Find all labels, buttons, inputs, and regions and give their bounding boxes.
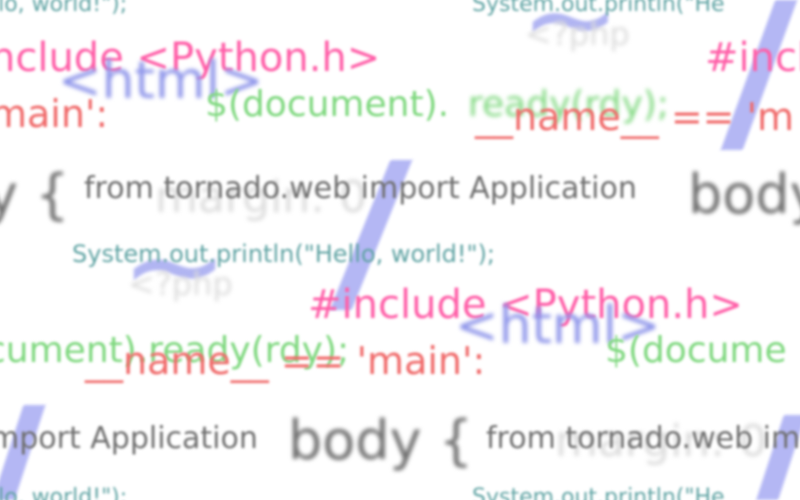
code-snippet-body-right: body [688, 163, 800, 226]
tilde-decoration: ~ [120, 189, 229, 341]
code-snippet-name-2: __name__ == 'main': [85, 339, 486, 383]
code-snippet-document-2: $(docume [605, 330, 787, 371]
code-snippet-html-2: <html> [455, 296, 661, 356]
code-snippet-body-mid: body { [288, 409, 474, 472]
code-snippet-tornado-2: from tornado.web im [486, 421, 800, 456]
code-snippet-sysout-top: System.out.println("He [472, 0, 725, 17]
code-snippet-name-left: main': [0, 92, 109, 136]
code-snippet-html-1: <html> [58, 51, 264, 111]
code-snippet-include-1: nclude <Python.h> [0, 35, 381, 81]
code-snippet-include-2: #include <Python.h> [308, 282, 743, 328]
code-snippet-php-top: <?php [525, 15, 630, 53]
code-snippet-body-left: y { [0, 163, 70, 226]
code-snippet-sysout-mid: System.out.println("Hello, world!"); [72, 240, 496, 268]
code-snippet-tornado-1: from tornado.web import Application [84, 171, 637, 206]
code-snippet-php-mid: <?php [128, 265, 233, 303]
code-snippet-ready-1: ready(rdy); [468, 84, 669, 125]
code-snippet-ready-left: cument).ready(rdy); [0, 330, 350, 371]
tilde-decoration: ~ [520, 0, 621, 89]
code-snippet-name-1: __name__ == 'm [475, 95, 795, 139]
code-snippet-include-top-right: #incl [705, 35, 800, 81]
code-snippet-hello-bottom: llo, world!"); [0, 485, 128, 500]
code-snippet-margin-2: margin: 0 [555, 416, 767, 467]
code-snippet-document-1: $(document). [205, 84, 450, 125]
code-snippet-hello-top: llo, world!"); [0, 0, 128, 17]
code-snippet-margin-1: margin: 0 [155, 172, 367, 223]
code-snippet-sysout-bottom: System.out.println("He [472, 485, 725, 500]
code-snippet-tornado-left: mport Application [0, 421, 258, 456]
